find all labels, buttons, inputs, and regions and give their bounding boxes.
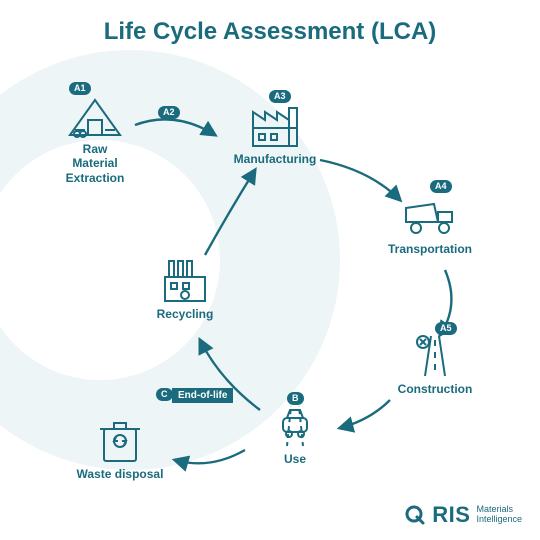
end-of-life-badge: End-of-life xyxy=(172,388,233,403)
node-badge-b: B xyxy=(287,392,304,405)
bin-icon xyxy=(90,415,150,465)
node-cons: A5 Construction xyxy=(380,330,490,396)
node-use: B Use xyxy=(240,400,350,466)
truck-icon: A4 xyxy=(400,190,460,240)
node-raw: A1RawMaterialExtraction xyxy=(40,90,150,185)
page-title: Life Cycle Assessment (LCA) xyxy=(0,18,540,46)
logo-tagline: MaterialsIntelligence xyxy=(476,505,522,525)
end-of-life-badge-code: C xyxy=(156,388,173,401)
car-icon: B xyxy=(265,400,325,450)
arrow-badge-a2: A2 xyxy=(158,106,180,119)
logo-mark xyxy=(404,504,426,526)
node-label-manu: Manufacturing xyxy=(220,152,330,166)
node-waste: Waste disposal xyxy=(65,415,175,481)
footer-logo: RIS MaterialsIntelligence xyxy=(404,502,522,528)
node-badge-a4: A4 xyxy=(430,180,452,193)
node-badge-a5: A5 xyxy=(435,322,457,335)
factory2-icon: A3 xyxy=(245,100,305,150)
factory-icon xyxy=(155,255,215,305)
node-recy: Recycling xyxy=(130,255,240,321)
node-label-cons: Construction xyxy=(380,382,490,396)
node-label-trans: Transportation xyxy=(375,242,485,256)
node-label-waste: Waste disposal xyxy=(65,467,175,481)
node-badge-a1: A1 xyxy=(69,82,91,95)
node-trans: A4 Transportation xyxy=(375,190,485,256)
node-label-use: Use xyxy=(240,452,350,466)
node-label-raw: RawMaterialExtraction xyxy=(40,142,150,185)
node-label-recy: Recycling xyxy=(130,307,240,321)
node-manu: A3 Manufacturing xyxy=(220,100,330,166)
road-icon: A5 xyxy=(405,330,465,380)
logo-text: RIS xyxy=(432,502,470,528)
node-badge-a3: A3 xyxy=(269,90,291,103)
mine-icon: A1 xyxy=(65,90,125,140)
